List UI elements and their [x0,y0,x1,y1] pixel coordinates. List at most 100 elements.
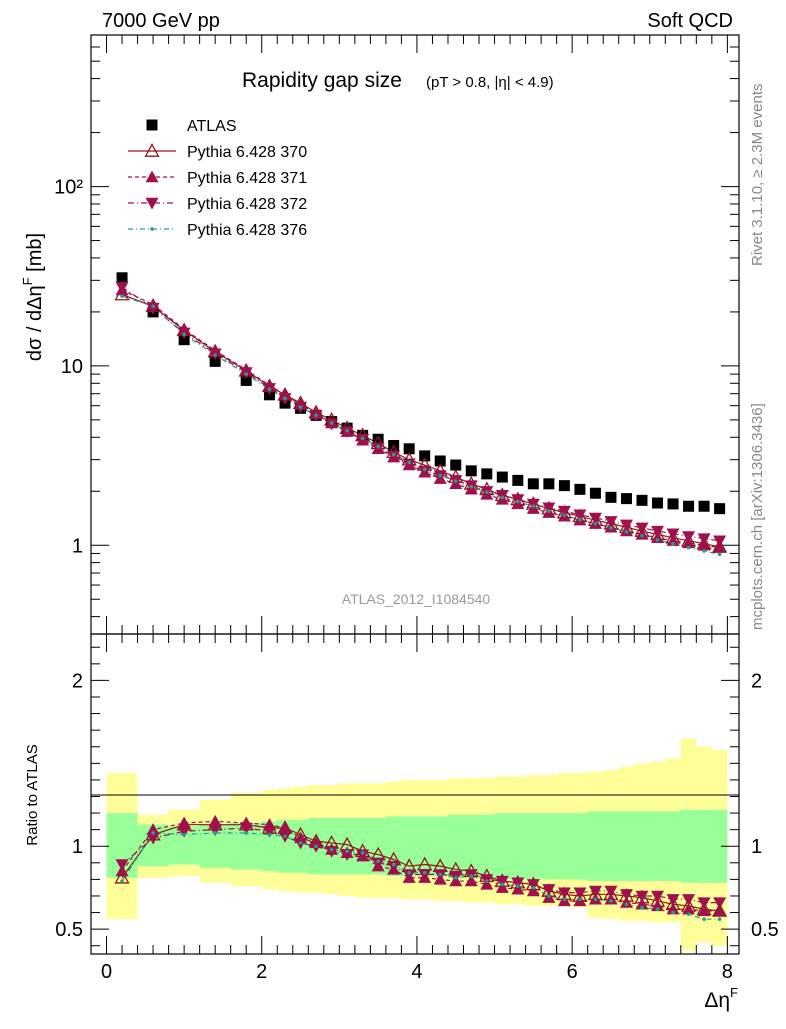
data-point [624,529,629,534]
ratio-panel-ticks: 0.5 0.5 1 1 2 2 0 2 4 6 8 [55,634,779,983]
data-point [588,512,602,525]
main-y-axis-label: dσ / dΔηF [mb] [20,233,46,361]
ratio-data-point [469,874,474,878]
ratio-data-point [511,877,525,890]
ratio-data-point [208,814,222,827]
main-plot-subtitle: (pT > 0.8, |η| < 4.9) [426,74,554,91]
legend-marker [145,197,159,210]
ratio-data-point [526,879,540,891]
data-point [686,545,691,550]
ratio-data-point [619,889,633,901]
ratio-data-point [422,870,427,875]
data-point [115,281,129,294]
ratio-data-point [604,885,618,898]
data-point [574,483,586,495]
ratio-data-point [146,823,160,835]
data-point [666,528,680,541]
data-point [146,302,160,315]
mcplots-source-label: mcplots.cern.ch [arXiv:1306.3436] [749,403,766,630]
data-point [438,473,443,478]
ratio-data-point [356,849,370,862]
ratio-data-point [151,831,155,835]
ratio-data-point [562,897,567,902]
data-point [151,304,155,309]
ratio-data-point [208,824,222,837]
data-point [682,531,696,543]
main-panel-series [114,272,728,557]
ratio-uncertainty-bands [106,738,728,951]
data-point [387,450,401,463]
data-point [453,479,458,483]
ratio-data-point [239,822,253,835]
ratio-data-point [391,862,396,867]
data-point [717,552,722,557]
ratio-y-tick-label: 1 [72,836,83,858]
ratio-data-point [360,851,365,855]
x-tick-label: 2 [256,961,267,983]
ratio-data-point [345,849,349,854]
ratio-panel-frame [90,633,740,955]
ratio-data-point [283,834,287,839]
ratio-data-point [682,894,696,906]
data-point [713,535,727,548]
ratio-series-line [121,832,720,920]
ratio-data-point [697,897,711,910]
data-point [698,500,710,512]
data-point [589,487,601,499]
ratio-data-point [262,826,276,838]
ratio-data-point [651,899,665,912]
data-point [593,521,598,526]
ratio-data-point [325,846,339,858]
data-point [651,525,665,538]
ratio-data-point [387,860,401,873]
data-point [465,465,477,477]
ratio-data-point [314,844,318,849]
ratio-data-point [376,859,380,863]
ratio-data-point [666,902,680,915]
ratio-data-point [418,869,432,881]
data-point [500,495,505,500]
data-point [209,355,221,367]
ratio-data-point [547,894,551,898]
y-tick-label: 1 [72,535,83,557]
data-point [434,455,446,467]
ratio-panel-series [114,814,728,921]
data-point [120,294,124,298]
header-category-label: Soft QCD [647,10,733,32]
data-point [240,374,252,386]
data-point [516,499,520,504]
legend-label: Pythia 6.428 372 [187,196,307,213]
series-line [121,289,720,549]
data-point [178,334,190,346]
ratio-data-point [298,841,303,845]
ratio-data-point [717,917,722,921]
ratio-y-tick-label-right: 2 [751,670,762,692]
header-energy-label: 7000 GeV pp [102,10,220,32]
ratio-data-point [542,884,556,896]
data-point [372,433,384,445]
data-point [573,509,587,522]
data-point [496,471,508,483]
ratio-data-point [267,832,272,837]
data-point [391,452,396,457]
ratio-data-point [604,892,618,905]
data-point [298,405,303,409]
legend-marker [150,227,154,231]
data-point [578,517,582,522]
ratio-data-point [593,897,598,902]
data-point [671,541,675,546]
data-point [422,467,427,472]
stat-uncertainty-band [106,809,728,883]
ratio-data-point [453,875,458,880]
data-point [531,504,536,509]
ratio-y-tick-label: 2 [72,670,83,692]
data-point [402,458,416,471]
data-point [652,497,664,509]
series-line [121,293,720,548]
data-point [345,428,349,433]
ratio-data-point [120,879,124,883]
data-point [605,491,617,503]
analysis-watermark: ATLAS_2012_I1084540 [342,591,491,607]
ratio-data-point [702,917,706,921]
